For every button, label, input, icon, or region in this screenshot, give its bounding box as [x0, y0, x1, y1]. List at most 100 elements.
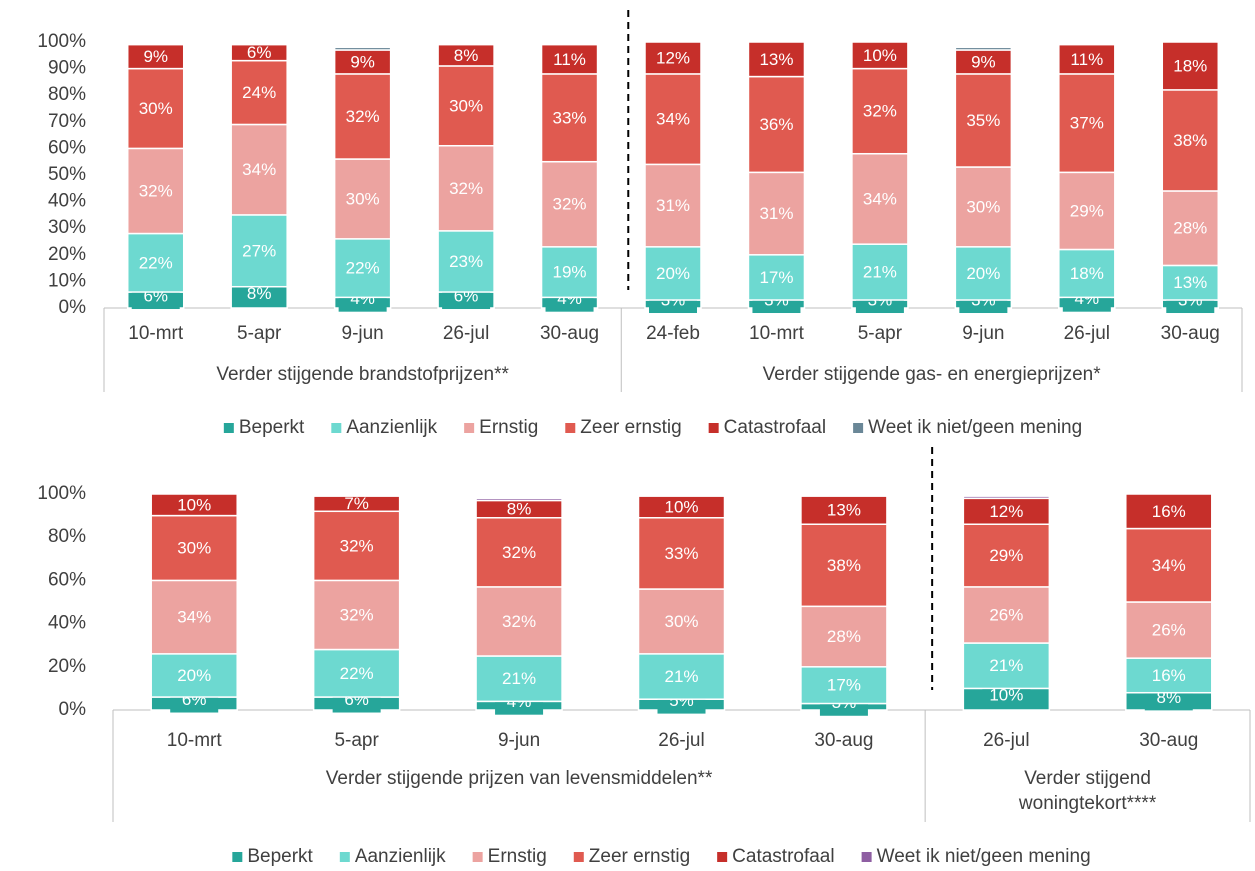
bar-segment	[644, 163, 702, 248]
bar-segment	[333, 238, 392, 299]
bar-segment	[800, 495, 888, 525]
data-label: 34%	[1152, 556, 1186, 575]
data-label: 30%	[346, 189, 380, 208]
data-label: 17%	[827, 676, 861, 695]
x-tick-label: 10-mrt	[749, 323, 805, 344]
bar-segment	[1058, 73, 1116, 174]
y-tick-label: 100%	[37, 483, 86, 504]
bar-segment	[851, 152, 909, 245]
group-label: Verder stijgende gas- en energieprijzen*	[762, 364, 1101, 385]
data-label: 21%	[863, 263, 897, 282]
legend-item: Ernstig	[464, 417, 538, 438]
group-label-box: Verder stijgende brandstofprijzen**	[216, 364, 509, 385]
data-label: 26%	[989, 605, 1023, 624]
bar-segment	[475, 497, 563, 502]
data-label: 32%	[340, 536, 374, 555]
bar-segment	[851, 41, 909, 70]
data-label: 18%	[1173, 56, 1207, 75]
bar-segment	[312, 579, 401, 651]
bar-segment	[747, 75, 806, 174]
bar-segment	[962, 497, 1051, 525]
data-label: 21%	[989, 656, 1023, 675]
bar-segment	[230, 59, 288, 126]
data-label: 9%	[143, 47, 168, 66]
data-label: 21%	[502, 669, 536, 688]
bar-segment	[437, 43, 495, 67]
bar-segment	[800, 666, 888, 705]
data-label: 30%	[966, 197, 1000, 216]
data-label: 20%	[177, 666, 211, 685]
data-label: 10%	[863, 46, 897, 65]
data-label: 21%	[664, 667, 698, 686]
data-label: 20%	[656, 264, 690, 283]
data-label: 32%	[340, 605, 374, 624]
bar-segment	[437, 230, 495, 293]
legend-item: Aanzienlijk	[331, 417, 438, 438]
y-tick-label: 40%	[48, 191, 86, 212]
legend-swatch	[331, 423, 342, 433]
x-tick-label: 9-jun	[342, 323, 384, 344]
data-label: 28%	[1173, 219, 1207, 238]
legend-item: Zeer ernstig	[565, 417, 682, 438]
data-label: 17%	[759, 268, 793, 287]
legend-label: Catastrofaal	[732, 846, 834, 867]
data-label: 12%	[989, 502, 1023, 521]
data-label: 11%	[1070, 50, 1103, 69]
data-label: 24%	[242, 83, 276, 102]
data-label: 38%	[1173, 131, 1207, 150]
data-label: 32%	[139, 181, 173, 200]
bar-segment	[475, 655, 563, 703]
y-tick-label: 80%	[48, 526, 86, 547]
data-label: 38%	[827, 556, 861, 575]
data-label: 34%	[242, 160, 276, 179]
data-label: 33%	[664, 544, 698, 563]
bar-segment	[333, 73, 392, 160]
bar-segment	[962, 495, 1051, 500]
data-label: 23%	[449, 252, 483, 271]
data-label: 13%	[759, 50, 793, 69]
data-label: 32%	[863, 102, 897, 121]
bar-segment	[126, 232, 185, 293]
bar-segment	[1161, 190, 1220, 267]
group-label-box: Verder stijgende prijzen van levensmidde…	[326, 768, 713, 789]
bar-segment	[312, 648, 401, 698]
bar-segment	[1125, 657, 1213, 694]
legend-swatch	[573, 852, 584, 862]
bar-segment	[954, 46, 1013, 51]
bar-segment	[230, 43, 288, 62]
data-label: 10%	[177, 495, 211, 514]
group-label: Verder stijgend woningtekort****	[1018, 768, 1157, 814]
y-tick-label: 60%	[48, 137, 86, 158]
x-tick-label: 30-aug	[540, 323, 599, 344]
legend-item: Ernstig	[472, 846, 547, 867]
bar-segment	[644, 41, 702, 75]
x-tick-label: 26-jul	[983, 730, 1029, 751]
legend-swatch	[565, 423, 576, 433]
data-label: 22%	[346, 259, 380, 278]
data-label: 9%	[971, 52, 996, 71]
bar-segment	[540, 43, 599, 75]
x-tick-label: 26-jul	[443, 323, 489, 344]
bar-segment	[637, 495, 726, 519]
legend-label: Aanzienlijk	[346, 417, 437, 438]
group-label-box: Verder stijgend woningtekort****	[1018, 768, 1157, 814]
data-label: 31%	[656, 196, 690, 215]
data-label: 33%	[553, 108, 587, 127]
bar-segment	[230, 123, 288, 216]
legend-item: Weet ik niet/geen mening	[861, 846, 1091, 867]
data-label: 13%	[1173, 273, 1207, 292]
y-tick-label: 60%	[48, 569, 86, 590]
group-label: Verder stijgende brandstofprijzen**	[216, 364, 509, 385]
bar-segment	[1125, 493, 1213, 530]
x-tick-label: 9-jun	[498, 730, 540, 751]
bar-segment	[962, 642, 1051, 690]
data-label: 10%	[989, 686, 1023, 705]
legend-swatch	[472, 852, 483, 862]
data-label: 32%	[346, 107, 380, 126]
legend-label: Zeer ernstig	[589, 846, 690, 867]
legend-swatch	[853, 423, 864, 433]
y-tick-label: 70%	[48, 111, 86, 132]
y-tick-label: 100%	[37, 31, 86, 52]
group-label-box: Verder stijgende gas- en energieprijzen*	[762, 364, 1101, 385]
data-label: 28%	[827, 627, 861, 646]
